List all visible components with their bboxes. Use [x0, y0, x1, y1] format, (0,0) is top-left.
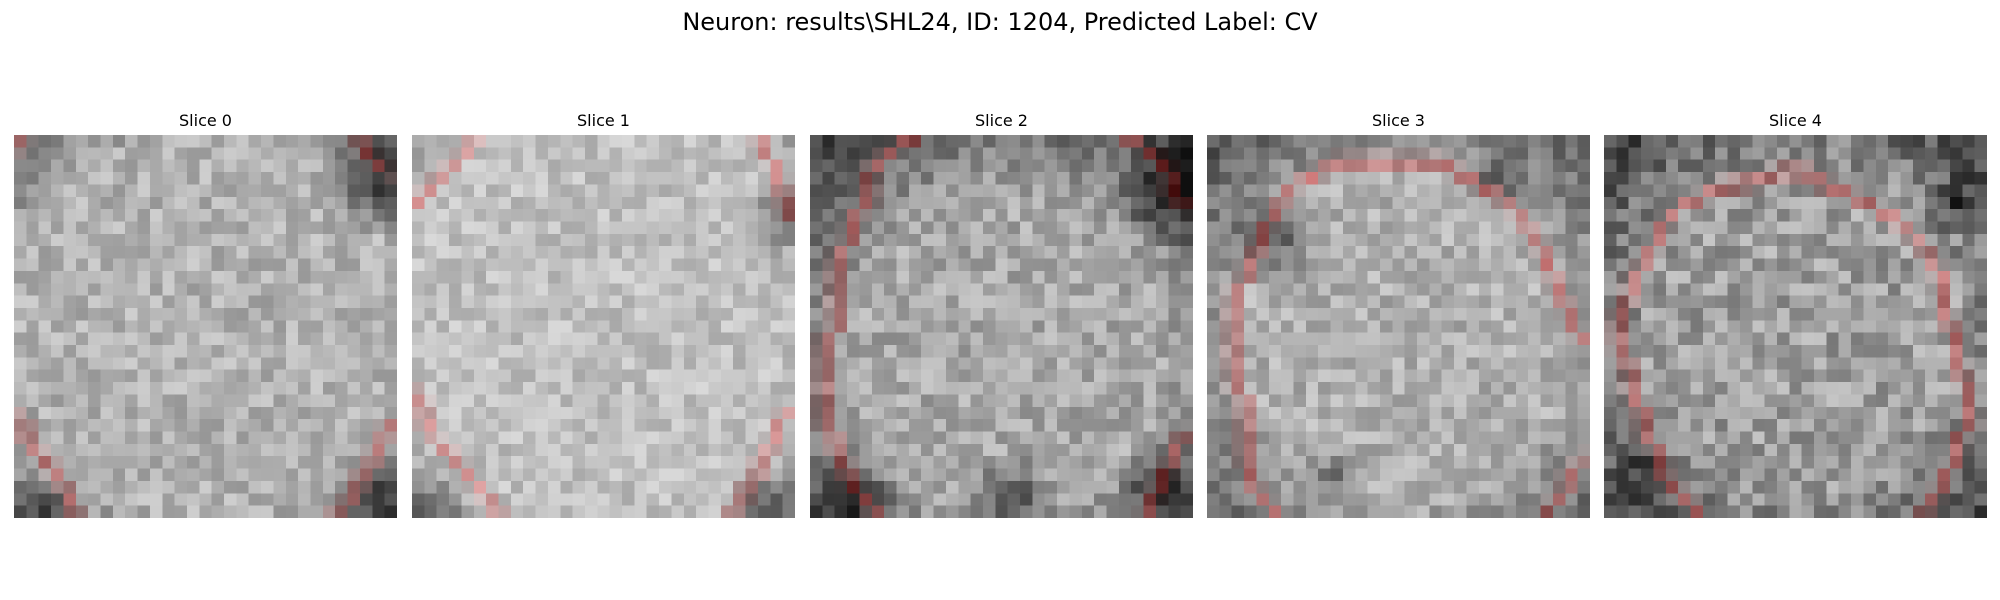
- panel-slice-1: Slice 1: [412, 108, 795, 518]
- slice-image: [1604, 135, 1987, 518]
- slice-image: [412, 135, 795, 518]
- panel-title: Slice 2: [975, 111, 1028, 130]
- panel-slice-0: Slice 0: [14, 108, 397, 518]
- slice-image: [14, 135, 397, 518]
- panel-slice-4: Slice 4: [1604, 108, 1987, 518]
- figure-title: Neuron: results\SHL24, ID: 1204, Predict…: [682, 8, 1318, 36]
- panel-title: Slice 3: [1372, 111, 1425, 130]
- panel-title: Slice 1: [577, 111, 630, 130]
- panel-slice-3: Slice 3: [1207, 108, 1590, 518]
- panel-slice-2: Slice 2: [810, 108, 1193, 518]
- slice-image: [1207, 135, 1590, 518]
- panel-title: Slice 0: [179, 111, 232, 130]
- slice-image: [810, 135, 1193, 518]
- panel-title: Slice 4: [1769, 111, 1822, 130]
